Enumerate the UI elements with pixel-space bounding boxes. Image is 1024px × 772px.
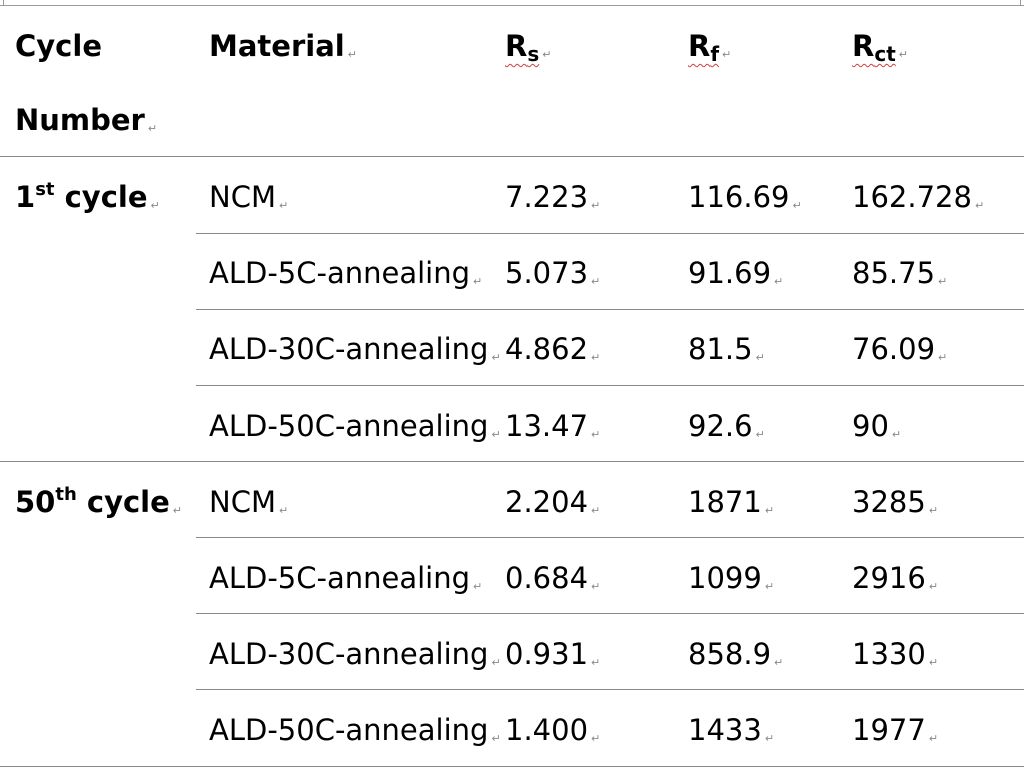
table-cell-rf: 91.69 ↵ [688,256,784,290]
paragraph-mark: ↵ [938,275,948,288]
paragraph-mark: ↵ [542,48,552,61]
table-cell-rct: 3285 ↵ [852,485,939,519]
table-cell-material: ALD-50C-annealing ↵ [209,713,501,747]
paragraph-mark: ↵ [591,275,601,288]
paragraph-mark: ↵ [938,351,948,364]
table-cell-rct: 90 ↵ [852,409,902,443]
paragraph-mark: ↵ [928,656,939,669]
paragraph-mark: ↵ [722,48,732,61]
table-cell-material: ALD-50C-annealing ↵ [209,409,501,443]
paragraph-mark: ↵ [491,428,501,441]
header-material: Material ↵ [209,29,357,63]
header-bottom-border [0,156,1024,157]
paragraph-mark: ↵ [928,732,939,745]
table-cell-rf: 1433 ↵ [688,713,775,747]
row-divider [196,537,1024,538]
paragraph-mark: ↵ [898,48,908,61]
table-cell-material: ALD-5C-annealing ↵ [209,561,483,595]
table-cell-rf: 1871 ↵ [688,485,775,519]
paragraph-mark: ↵ [591,504,601,517]
row-divider [196,385,1024,386]
table-cell-material: ALD-5C-annealing ↵ [209,256,483,290]
table-cell-rs: 7.223 ↵ [505,180,601,214]
table-cell-rf: 81.5 ↵ [688,332,765,366]
table-cell-rf: 116.69 ↵ [688,180,802,214]
header-cycle-number-line1: Cycle [15,29,102,63]
paragraph-mark: ↵ [755,428,765,441]
paragraph-mark: ↵ [891,428,902,441]
paragraph-mark: ↵ [147,122,158,135]
table-cell-rct: 85.75 ↵ [852,256,948,290]
table-cell-rf: 1099 ↵ [688,561,775,595]
paragraph-mark: ↵ [591,656,601,669]
table-cell-material: ALD-30C-annealing ↵ [209,637,501,671]
table-cell-rs: 0.684 ↵ [505,561,601,595]
paragraph-mark: ↵ [591,351,601,364]
table-cell-rs: 2.204 ↵ [505,485,601,519]
paragraph-mark: ↵ [928,504,939,517]
table-cell-rct: 76.09 ↵ [852,332,948,366]
paragraph-mark: ↵ [473,580,483,593]
row-divider [196,233,1024,234]
paragraph-mark: ↵ [491,656,501,669]
paragraph-mark: ↵ [491,732,501,745]
table-cell-material: NCM ↵ [209,485,289,519]
table-cell-rs: 1.400 ↵ [505,713,601,747]
page-corner-mark-left [3,0,4,6]
row-divider [196,309,1024,310]
paragraph-mark: ↵ [278,199,289,212]
table-cell-rs: 4.862 ↵ [505,332,601,366]
cycle-label-50th: 50th cycle ↵ [15,484,182,519]
paragraph-mark: ↵ [764,732,775,745]
paragraph-mark: ↵ [591,199,601,212]
paragraph-mark: ↵ [764,580,775,593]
row-divider [196,613,1024,614]
row-divider [196,689,1024,690]
group-divider [0,461,1024,462]
table-cell-material: ALD-30C-annealing ↵ [209,332,501,366]
table-cell-rs: 13.47 ↵ [505,409,601,443]
table-cell-rct: 162.728 ↵ [852,180,985,214]
paragraph-mark: ↵ [473,275,483,288]
paragraph-mark: ↵ [755,351,765,364]
table-top-border [0,5,1024,6]
paragraph-mark: ↵ [591,580,601,593]
paragraph-mark: ↵ [347,48,357,61]
paragraph-mark: ↵ [172,504,182,517]
table-cell-rf: 92.6 ↵ [688,409,765,443]
paragraph-mark: ↵ [774,275,784,288]
table-cell-rf: 858.9 ↵ [688,637,784,671]
paragraph-mark: ↵ [974,199,985,212]
cycle-label-1st: 1st cycle ↵ [15,179,160,214]
paragraph-mark: ↵ [774,656,784,669]
paragraph-mark: ↵ [792,199,802,212]
header-rf: Rf ↵ [688,29,732,66]
paragraph-mark: ↵ [150,199,160,212]
page-corner-mark-right [1020,0,1021,6]
table-bottom-border [0,766,1024,767]
table-cell-material: NCM ↵ [209,180,289,214]
header-rct: Rct ↵ [852,29,908,66]
paragraph-mark: ↵ [928,580,939,593]
table-cell-rct: 1977 ↵ [852,713,939,747]
table-cell-rs: 5.073 ↵ [505,256,601,290]
paragraph-mark: ↵ [278,504,289,517]
paragraph-mark: ↵ [591,732,601,745]
paragraph-mark: ↵ [491,351,501,364]
table-cell-rct: 1330 ↵ [852,637,939,671]
header-cycle-number-line2: Number ↵ [15,103,158,137]
paragraph-mark: ↵ [764,504,775,517]
paragraph-mark: ↵ [591,428,601,441]
table-cell-rs: 0.931 ↵ [505,637,601,671]
table-cell-rct: 2916 ↵ [852,561,939,595]
header-rs: Rs ↵ [505,29,552,66]
